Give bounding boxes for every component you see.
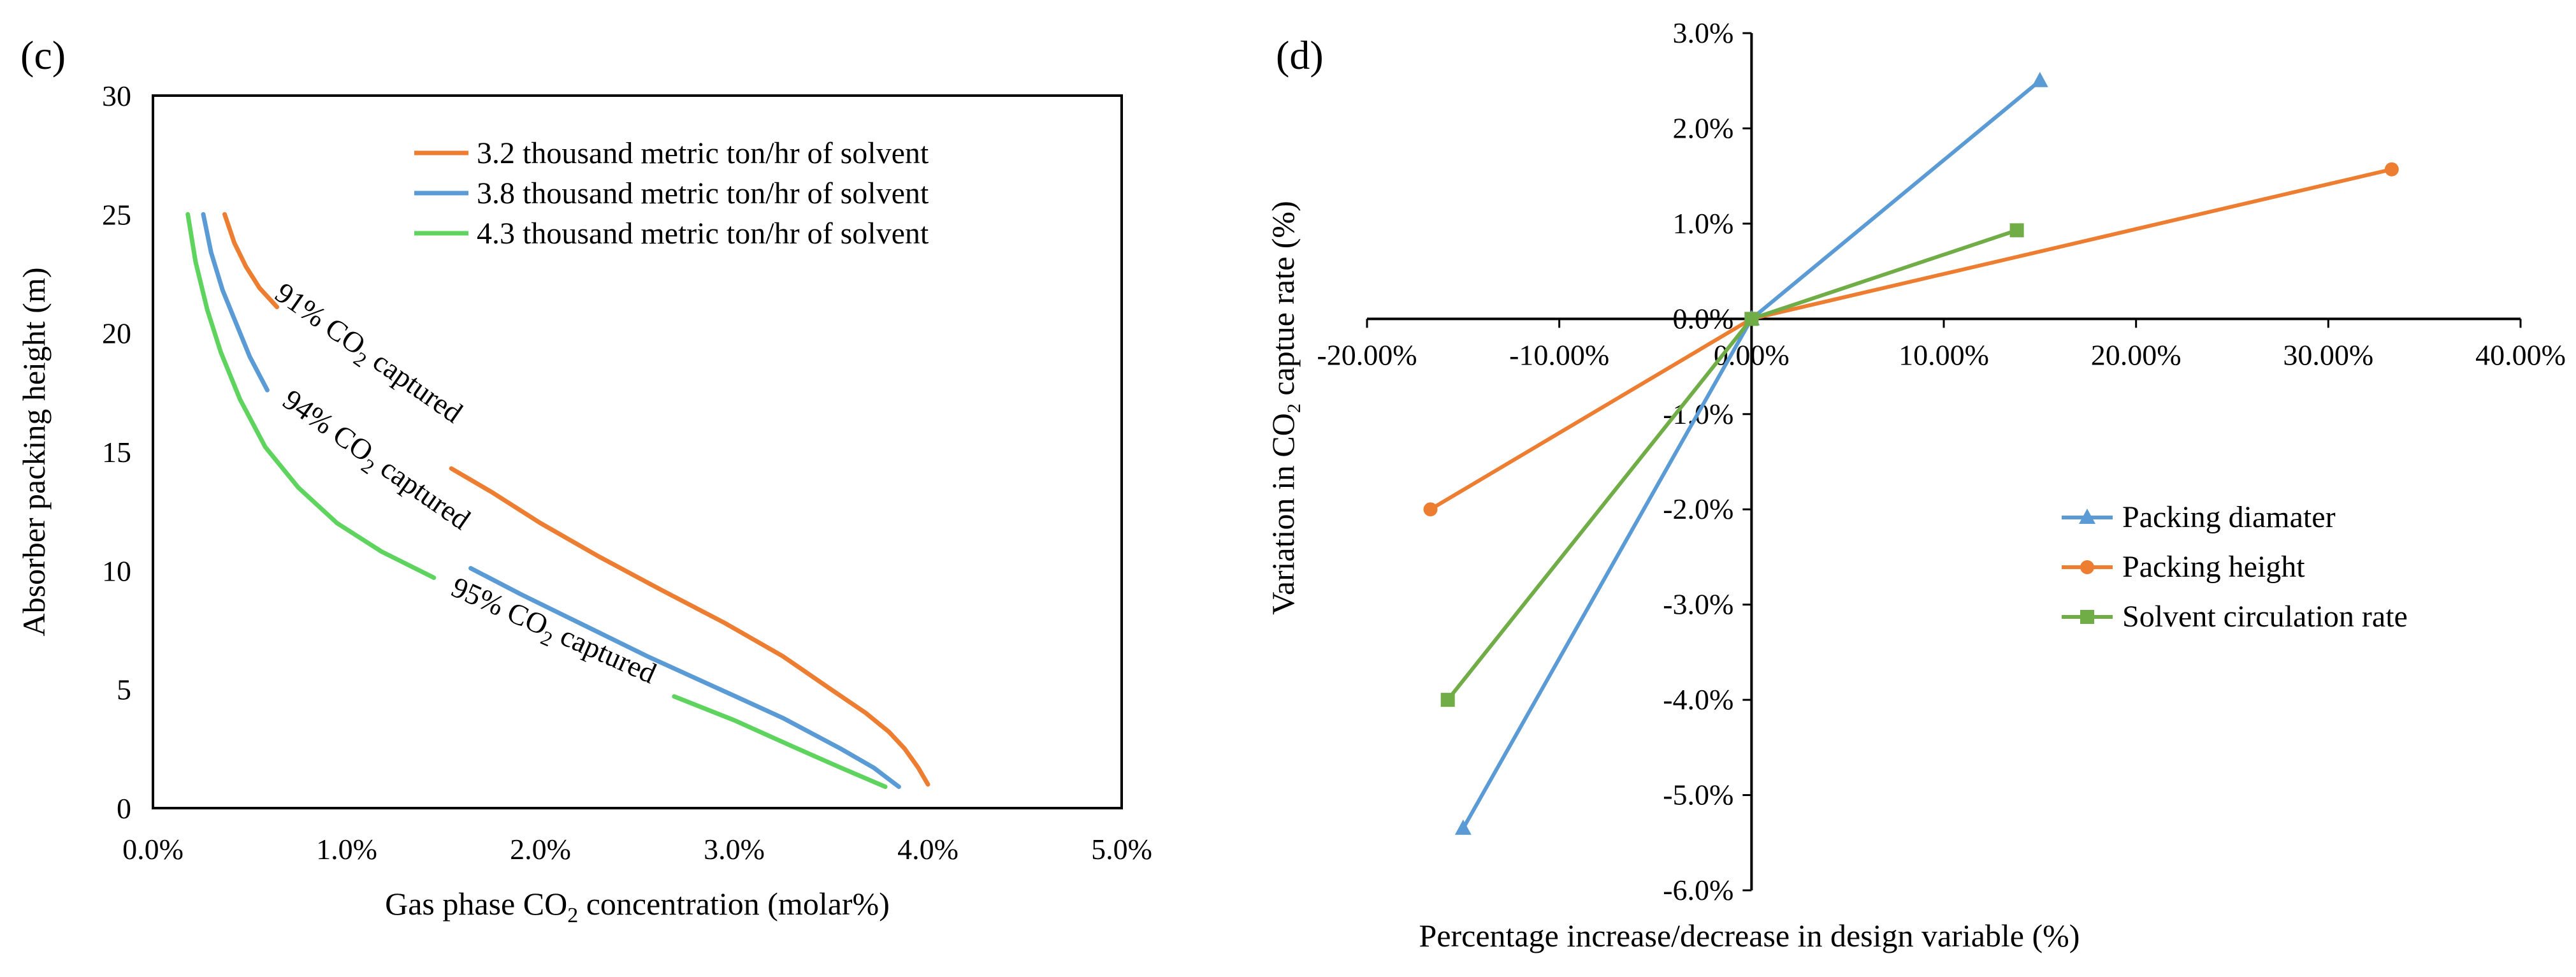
series-3-line-upper [185, 212, 437, 580]
legend-marker [2080, 610, 2094, 624]
panel-d-label: (d) [1276, 33, 1324, 78]
legend-label: Solvent circulation rate [2122, 600, 2408, 633]
panel-c-label: (c) [20, 33, 66, 78]
series-3-point [1440, 693, 1455, 707]
series-3-line-lower [672, 694, 888, 789]
legend-label: Packing height [2122, 550, 2305, 584]
panel-c-legend: 3.2 thousand metric ton/hr of solvent 3.8… [414, 136, 929, 250]
legend-marker [2079, 509, 2095, 524]
legend-label: Packing diamater [2122, 500, 2336, 534]
panel-d-series [1423, 71, 2399, 835]
y-tick-label: 20 [102, 317, 131, 350]
series-1-point [2031, 71, 2048, 87]
panel-c-x-axis-title: Gas phase CO2 concentration (molar%) [385, 886, 890, 927]
panel-d-x-ticks: -20.00% -10.00% 0.00% 10.00% 20.00% 30.00% 40.… [1317, 319, 2566, 371]
x-tick-label: 2.0% [510, 833, 571, 865]
legend-label: 3.2 thousand metric ton/hr of solvent [477, 136, 929, 170]
y-tick-label: 0.0% [1673, 302, 1734, 335]
x-tick-label: 40.00% [2475, 338, 2566, 371]
x-tick-label: -20.00% [1317, 338, 1417, 371]
y-tick-label: -6.0% [1663, 874, 1733, 906]
y-tick-label: 15 [102, 436, 131, 468]
panel-c-plot-frame [152, 94, 1123, 809]
series-3-line [1446, 228, 2018, 701]
series-2-line-lower [468, 566, 901, 789]
series-2-point [2384, 162, 2399, 177]
y-tick-label: 1.0% [1673, 207, 1734, 240]
panel-d-y-ticks: 3.0%2.0%1.0%0.0%-1.0%-2.0%-3.0%-4.0%-5.0… [1663, 17, 1752, 906]
y-tick-label: -2.0% [1663, 493, 1733, 525]
capture-annotation: 95% CO2 captured [444, 570, 661, 695]
series-2-point [1423, 502, 1438, 517]
x-tick-label: 30.00% [2283, 338, 2373, 371]
panel-c-y-axis-title: Absorber packing height (m) [16, 267, 52, 636]
x-tick-label: 5.0% [1091, 833, 1152, 865]
series-1-point [1454, 819, 1472, 835]
x-tick-label: 0.0% [122, 833, 184, 865]
y-tick-label: -3.0% [1663, 588, 1733, 621]
panel-d-y-axis-title: Variation in CO2 captue rate (%) [1265, 201, 1305, 615]
panel-c-chart: (c) 0 5 10 15 20 25 30 0.0% 1.0% 2.0% 3.0% 4.0% 5.0… [16, 33, 1152, 927]
y-tick-label: -5.0% [1663, 779, 1733, 811]
y-tick-label: 0 [117, 792, 131, 825]
y-tick-label: 3.0% [1673, 17, 1734, 49]
x-tick-label: 4.0% [897, 833, 959, 865]
series-2-line-upper [201, 212, 270, 393]
series-3-point [1744, 312, 1759, 326]
x-tick-label: 1.0% [316, 833, 377, 865]
y-tick-label: -4.0% [1663, 683, 1733, 716]
panel-d-chart: (d) 3.0%2.0%1.0%0.0%-1.0%-2.0%-3.0%-4.0%… [1265, 17, 2566, 953]
y-tick-label: 25 [102, 198, 131, 231]
panel-c-y-ticks: 0 5 10 15 20 25 30 [102, 80, 131, 825]
panel-c-x-ticks: 0.0% 1.0% 2.0% 3.0% 4.0% 5.0% [122, 833, 1152, 865]
legend-label: 3.8 thousand metric ton/hr of solvent [477, 177, 929, 210]
x-tick-label: 20.00% [2091, 338, 2182, 371]
y-tick-label: 10 [102, 554, 131, 587]
x-tick-label: 3.0% [704, 833, 765, 865]
x-tick-label: 10.00% [1899, 338, 1989, 371]
series-1-line-lower [449, 466, 930, 787]
legend-marker [2080, 560, 2094, 574]
series-1-line-upper [222, 212, 280, 310]
panel-c-series [185, 212, 930, 789]
panel-d-legend: Packing diamater Packing height Solvent ci… [2062, 500, 2408, 633]
panel-d-x-axis-title: Percentage increase/decrease in design v… [1419, 918, 2080, 953]
y-tick-label: 2.0% [1673, 112, 1734, 144]
x-tick-label: -10.00% [1509, 338, 1609, 371]
legend-label: 4.3 thousand metric ton/hr of solvent [477, 217, 929, 250]
series-3-point [2009, 223, 2024, 238]
y-tick-label: 30 [102, 80, 131, 112]
y-tick-label: 5 [117, 674, 131, 706]
